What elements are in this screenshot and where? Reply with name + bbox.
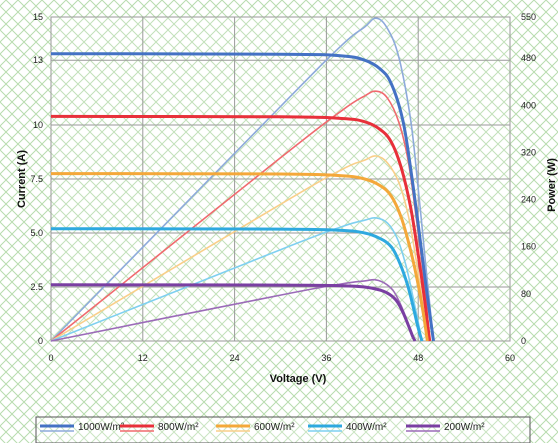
y-right-tick-label: 80 — [521, 289, 531, 299]
legend-box — [35, 416, 531, 443]
x-axis-ticks: 0 12 24 36 48 60 — [48, 353, 515, 363]
power-curve-0 — [50, 17, 435, 342]
legend-label: 800W/m² — [158, 422, 199, 433]
x-tick-label: 0 — [48, 353, 53, 363]
y-left-tick-label: 5.0 — [30, 228, 43, 238]
legend: 1000W/m² 800W/m² 600W/m² 400W/m² 200W/m² — [35, 416, 531, 443]
legend-label: 1000W/m² — [78, 422, 125, 433]
y-right-axis-title: Power (W) — [546, 158, 558, 212]
legend-label: 400W/m² — [346, 422, 387, 433]
y-left-axis-title: Current (A) — [16, 150, 28, 208]
current-curve-2 — [50, 172, 429, 342]
current-curve-4 — [50, 283, 417, 342]
x-tick-label: 24 — [230, 353, 240, 363]
y-left-tick-label: 2.5 — [30, 282, 43, 292]
y-right-tick-label: 320 — [521, 147, 536, 157]
y-right-tick-label: 0 — [521, 336, 526, 346]
x-tick-label: 60 — [505, 353, 515, 363]
y-left-tick-label: 7.5 — [30, 174, 43, 184]
y-left-tick-label: 10 — [33, 120, 43, 130]
y-right-tick-label: 550 — [521, 12, 536, 22]
y-right-tick-label: 480 — [521, 53, 536, 63]
current-curve-3 — [50, 227, 424, 342]
current-curve-0 — [50, 52, 435, 342]
x-axis-title: Voltage (V) — [270, 373, 327, 385]
grid-lines — [50, 16, 511, 342]
x-tick-label: 12 — [138, 353, 148, 363]
power-curve-2 — [50, 155, 429, 342]
y-left-tick-label: 13 — [33, 55, 43, 65]
x-tick-label: 48 — [413, 353, 423, 363]
power-curve-3 — [50, 216, 423, 342]
y-right-tick-label: 240 — [521, 195, 536, 205]
legend-label: 200W/m² — [444, 422, 485, 433]
legend-label: 600W/m² — [254, 422, 295, 433]
y-left-axis-ticks: 0 2.5 5.0 7.5 10 13 15 — [30, 12, 43, 346]
y-right-tick-label: 400 — [521, 100, 536, 110]
y-left-tick-label: 0 — [38, 336, 43, 346]
y-left-tick-label: 15 — [33, 12, 43, 22]
x-tick-label: 36 — [321, 353, 331, 363]
series-lines — [50, 17, 435, 342]
y-right-axis-ticks: 0 80 160 240 320 400 480 550 — [521, 12, 536, 346]
current-curve-1 — [50, 114, 432, 342]
y-right-tick-label: 160 — [521, 242, 536, 252]
